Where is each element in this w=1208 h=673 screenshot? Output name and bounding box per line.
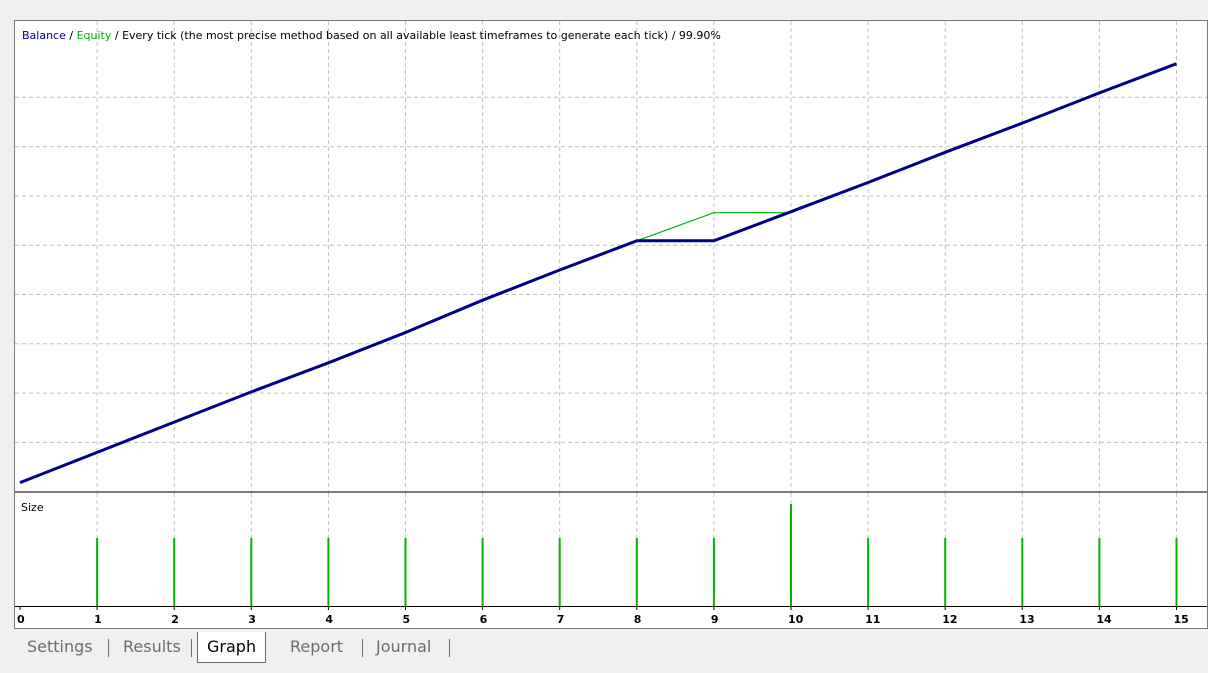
title-separator: / xyxy=(65,29,77,42)
tab-separator xyxy=(362,639,363,657)
balance-equity-chart: Balance / Equity / Every tick (the most … xyxy=(14,20,1208,492)
x-tick-label: 8 xyxy=(634,613,642,626)
x-tick-label: 1 xyxy=(94,613,102,626)
x-tick-label: 13 xyxy=(1019,613,1034,626)
x-tick-label: 0 xyxy=(17,613,25,626)
tab-report[interactable]: Report xyxy=(290,637,344,656)
top-strip xyxy=(0,0,1208,20)
size-label: Size xyxy=(21,501,44,514)
x-tick-label: 2 xyxy=(171,613,179,626)
tab-separator xyxy=(108,639,109,657)
balance-line xyxy=(19,62,1178,484)
size-chart: 0 1 2 3 4 5 6 7 8 9 10 11 12 13 14 15 Size xyxy=(14,492,1208,629)
chart-title: Balance / Equity / Every tick (the most … xyxy=(22,29,721,42)
x-tick-label: 6 xyxy=(480,613,488,626)
tab-separator xyxy=(191,639,192,657)
tab-graph[interactable]: Graph xyxy=(197,632,267,663)
test-model-description: / Every tick (the most precise method ba… xyxy=(111,29,721,42)
equity-line xyxy=(19,63,1177,484)
x-tick-label: 15 xyxy=(1174,613,1189,626)
x-tick-label: 4 xyxy=(325,613,333,626)
equity-legend: Equity xyxy=(76,29,112,42)
x-tick-label: 7 xyxy=(557,613,565,626)
tab-settings[interactable]: Settings xyxy=(27,637,93,656)
balance-equity-plot xyxy=(15,21,1207,491)
balance-legend: Balance xyxy=(22,29,66,42)
x-tick-label: 3 xyxy=(248,613,256,626)
x-tick-label: 9 xyxy=(711,613,719,626)
tab-separator xyxy=(449,639,450,657)
x-tick-label: 14 xyxy=(1096,613,1112,626)
x-tick-label: 11 xyxy=(865,613,880,626)
x-tick-label: 10 xyxy=(788,613,804,626)
size-plot: 0 1 2 3 4 5 6 7 8 9 10 11 12 13 14 15 xyxy=(15,493,1207,626)
tab-journal[interactable]: Journal xyxy=(376,637,432,656)
x-tick-label: 12 xyxy=(942,613,957,626)
tester-tabs: Settings Results Graph Report Journal xyxy=(0,632,1208,663)
x-tick-label: 5 xyxy=(403,613,411,626)
tab-results[interactable]: Results xyxy=(123,637,181,656)
